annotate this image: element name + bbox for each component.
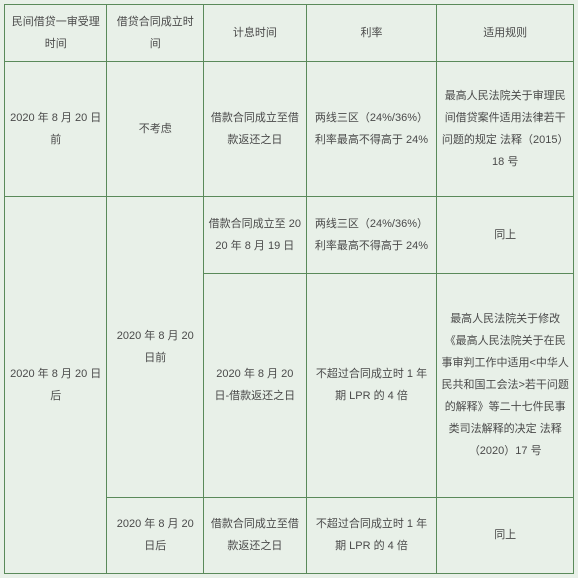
table-row: 2020 年 8 月 20 日前 不考虑 借款合同成立至借款返还之日 两线三区（… xyxy=(5,62,574,197)
cell-interest-period: 借款合同成立至借款返还之日 xyxy=(204,497,306,573)
cell-rate: 两线三区（24%/36%）利率最高不得高于 24% xyxy=(306,62,437,197)
cell-rate: 不超过合同成立时 1 年期 LPR 的 4 倍 xyxy=(306,273,437,497)
header-contract-time: 借贷合同成立时间 xyxy=(107,5,204,62)
cell-rule: 最高人民法院关于审理民间借贷案件适用法律若干问题的规定 法释（2015）18 号 xyxy=(437,62,574,197)
cell-acceptance-after: 2020 年 8 月 20 日后 xyxy=(5,197,107,574)
header-rate: 利率 xyxy=(306,5,437,62)
cell-rate: 不超过合同成立时 1 年期 LPR 的 4 倍 xyxy=(306,497,437,573)
header-acceptance-time: 民间借贷一审受理时间 xyxy=(5,5,107,62)
header-rules: 适用规则 xyxy=(437,5,574,62)
cell-contract-none: 不考虑 xyxy=(107,62,204,197)
table-header-row: 民间借贷一审受理时间 借贷合同成立时间 计息时间 利率 适用规则 xyxy=(5,5,574,62)
cell-rule: 同上 xyxy=(437,197,574,273)
cell-acceptance-before: 2020 年 8 月 20 日前 xyxy=(5,62,107,197)
cell-rate: 两线三区（24%/36%）利率最高不得高于 24% xyxy=(306,197,437,273)
cell-contract-after: 2020 年 8 月 20 日后 xyxy=(107,497,204,573)
table-row: 2020 年 8 月 20 日后 2020 年 8 月 20 日前 借款合同成立… xyxy=(5,197,574,273)
cell-interest-period: 2020 年 8 月 20 日-借款返还之日 xyxy=(204,273,306,497)
header-interest-time: 计息时间 xyxy=(204,5,306,62)
cell-rule: 最高人民法院关于修改《最高人民法院关于在民事审判工作中适用<中华人民共和国工会法… xyxy=(437,273,574,497)
loan-rules-table: 民间借贷一审受理时间 借贷合同成立时间 计息时间 利率 适用规则 2020 年 … xyxy=(4,4,574,574)
cell-rule: 同上 xyxy=(437,497,574,573)
cell-contract-before: 2020 年 8 月 20 日前 xyxy=(107,197,204,497)
cell-interest-period: 借款合同成立至借款返还之日 xyxy=(204,62,306,197)
cell-interest-period: 借款合同成立至 2020 年 8 月 19 日 xyxy=(204,197,306,273)
